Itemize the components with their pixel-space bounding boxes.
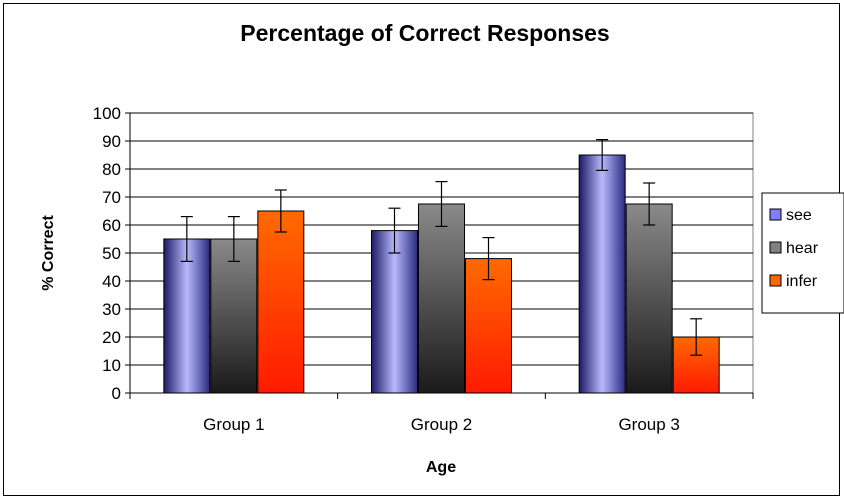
y-tick-label: 50 [102,244,121,263]
y-tick-label: 70 [102,188,121,207]
legend-swatch-hear [769,241,782,254]
y-tick-label: 20 [102,328,121,347]
bar-hear-2 [418,203,465,394]
legend-label-infer: infer [786,273,818,290]
x-tick-label: Group 2 [411,415,472,434]
bar-see-1 [163,238,211,394]
legend-swatch-infer [769,274,782,287]
legend-label-see: see [786,207,812,224]
legend: see hear infer [761,192,844,314]
y-axis-title: % Correct [40,215,57,291]
bar-infer-1 [257,210,305,394]
chart-title: Percentage of Correct Responses [240,20,609,46]
x-tick-label: Group 1 [203,415,264,434]
bar-see-2 [371,230,418,394]
x-tick-label: Group 3 [618,415,679,434]
bar-see-3 [578,154,626,394]
bar-infer-2 [465,258,512,394]
legend-label-hear: hear [786,240,819,257]
y-tick-label: 60 [102,216,121,235]
y-tick-label: 0 [112,384,121,403]
y-tick-label: 80 [102,160,121,179]
y-tick-label: 100 [93,104,121,123]
y-tick-label: 40 [102,272,121,291]
y-tick-label: 10 [102,356,121,375]
bar-hear-3 [625,203,673,394]
y-tick-label: 30 [102,300,121,319]
bar-hear-1 [210,238,258,394]
y-tick-label: 90 [102,132,121,151]
x-axis-title: Age [426,459,456,476]
legend-swatch-see [769,208,782,221]
